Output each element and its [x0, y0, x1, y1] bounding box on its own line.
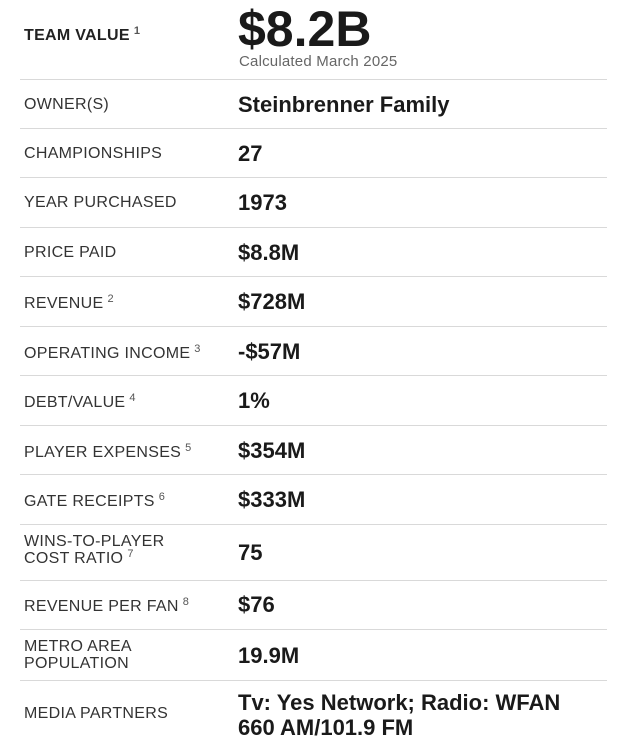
row-divider — [20, 680, 607, 681]
row-divider — [20, 425, 607, 426]
team-value-amount: $8.2B — [238, 1, 372, 57]
price-paid-label: PRICE PAID — [24, 244, 117, 261]
footnote-marker: 4 — [129, 391, 136, 404]
wins-to-player-cost-ratio-value: 75 — [238, 540, 263, 565]
row-divider — [20, 276, 607, 277]
metro-area-population-value: 19.9M — [238, 643, 300, 668]
row-divider — [20, 474, 607, 475]
player-expenses-value: $354M — [238, 438, 306, 463]
media-partners-label: MEDIA PARTNERS — [24, 705, 169, 722]
price-paid-value: $8.8M — [238, 240, 300, 265]
operating-income-value: -$57M — [238, 339, 301, 364]
row-divider — [20, 629, 607, 630]
row-divider — [20, 79, 607, 80]
gate-receipts-value: $333M — [238, 487, 306, 512]
media-partners-value: Tv: Yes Network; Radio: WFAN 660 AM/101.… — [238, 690, 561, 740]
championships-value: 27 — [238, 141, 263, 166]
row-divider — [20, 128, 607, 129]
footnote-marker: 8 — [182, 595, 190, 608]
gate-receipts-label: GATE RECEIPTS 6 — [24, 490, 166, 510]
row-divider — [20, 227, 607, 228]
owner-value: Steinbrenner Family — [238, 92, 450, 117]
year-purchased-value: 1973 — [238, 190, 287, 215]
row-divider — [20, 177, 607, 178]
debt-value-value: 1% — [238, 388, 270, 413]
team-value-calculated-note: Calculated March 2025 — [239, 53, 398, 70]
footnote-marker: 5 — [185, 441, 192, 454]
championships-label: CHAMPIONSHIPS — [24, 145, 163, 162]
player-expenses-label: PLAYER EXPENSES 5 — [24, 441, 192, 461]
footnote-marker: 7 — [127, 547, 134, 560]
team-value-label: TEAM VALUE 1 — [24, 24, 141, 44]
footnote-marker: 1 — [133, 24, 141, 37]
revenue-per-fan-value: $76 — [238, 592, 275, 617]
row-divider — [20, 375, 607, 376]
revenue-label: REVENUE 2 — [24, 292, 114, 312]
metro-area-population-label: METRO AREA POPULATION — [24, 638, 132, 672]
row-divider — [20, 326, 607, 327]
row-divider — [20, 524, 607, 525]
operating-income-label: OPERATING INCOME 3 — [24, 342, 201, 362]
revenue-per-fan-label: REVENUE PER FAN 8 — [24, 595, 190, 615]
owner-label: OWNER(S) — [24, 96, 110, 113]
wins-to-player-cost-ratio-label: WINS-TO-PLAYER COST RATIO 7 — [24, 533, 165, 567]
footnote-marker: 3 — [194, 342, 201, 355]
footnote-marker: 6 — [158, 490, 166, 503]
year-purchased-label: YEAR PURCHASED — [24, 194, 177, 211]
footnote-marker: 2 — [107, 292, 114, 305]
revenue-value: $728M — [238, 289, 306, 314]
debt-value-label: DEBT/VALUE 4 — [24, 391, 136, 411]
row-divider — [20, 580, 607, 581]
